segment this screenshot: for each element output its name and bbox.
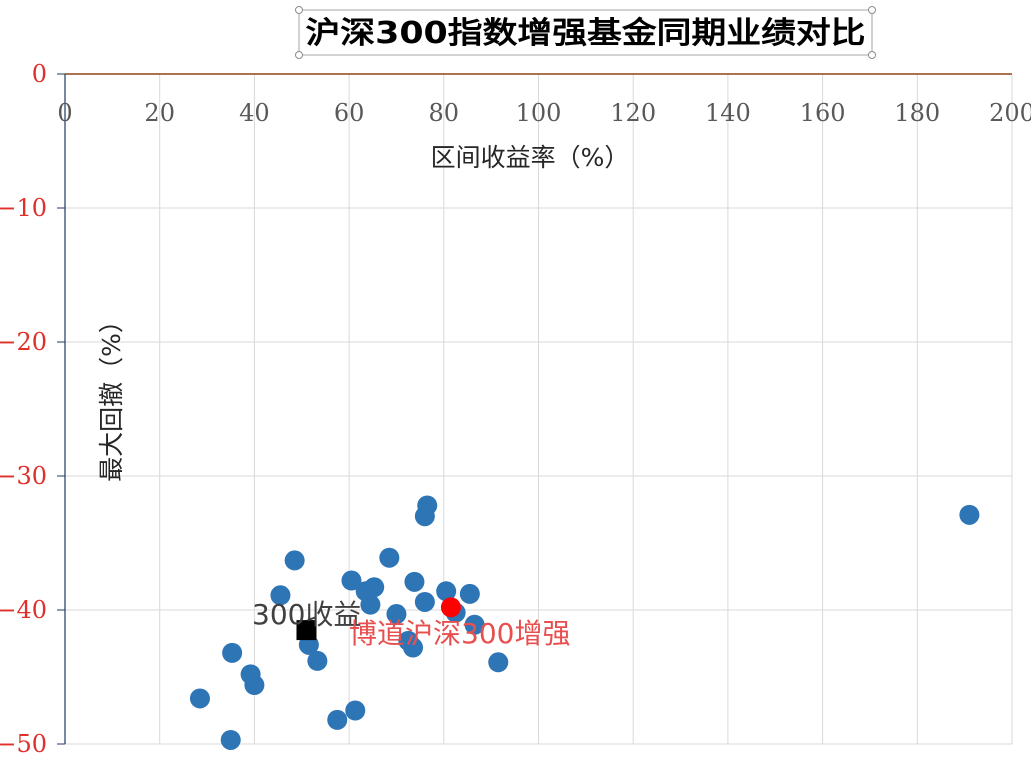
- benchmark-point: [296, 620, 317, 641]
- x-tick-label: 0: [57, 99, 72, 127]
- fund-point: [417, 495, 438, 516]
- fund-point: [459, 583, 480, 604]
- highlight-point: [440, 597, 461, 618]
- y-tick-label: −20: [0, 328, 47, 356]
- axes: [57, 73, 1012, 745]
- resize-handle-bottom-left[interactable]: [295, 51, 303, 59]
- fund-point: [959, 504, 980, 525]
- fund-point: [488, 652, 509, 673]
- y-tick-labels: 0 −10 −20 −30 −40 −50: [0, 60, 47, 758]
- y-tick-label: −30: [0, 462, 47, 490]
- fund-point: [345, 700, 366, 721]
- x-tick-label: 60: [334, 99, 365, 127]
- fund-point: [364, 577, 385, 598]
- fund-point: [189, 688, 210, 709]
- x-axis-title: 区间收益率（%）: [431, 143, 630, 172]
- data-points: [189, 495, 980, 750]
- x-tick-labels: 0 20 40 60 80 100 120 140 160 180 200: [57, 99, 1031, 127]
- resize-handle-bottom-right[interactable]: [868, 51, 876, 59]
- x-tick-label: 80: [429, 99, 460, 127]
- fund-point: [244, 675, 265, 696]
- x-tick-label: 20: [144, 99, 175, 127]
- annotation-highlight: 博道沪深300增强: [349, 617, 570, 650]
- fund-point: [414, 591, 435, 612]
- chart-title-box[interactable]: 沪深300指数增强基金同期业绩对比: [295, 6, 876, 59]
- fund-point: [436, 581, 457, 602]
- resize-handle-top-left[interactable]: [295, 6, 303, 14]
- x-tick-label: 100: [516, 99, 562, 127]
- x-tick-label: 200: [989, 99, 1031, 127]
- x-tick-label: 120: [610, 99, 656, 127]
- title-frame: [298, 9, 873, 56]
- y-tick-label: −50: [0, 730, 47, 758]
- fund-point: [284, 550, 305, 571]
- y-tick-label: −10: [0, 194, 47, 222]
- fund-point: [307, 650, 328, 671]
- fund-point: [404, 571, 425, 592]
- fund-point: [386, 604, 407, 625]
- y-tick-label: −40: [0, 596, 47, 624]
- fund-point: [360, 594, 381, 615]
- fund-point: [327, 709, 348, 730]
- y-tick-label: 0: [32, 60, 47, 88]
- gridlines: [65, 74, 1013, 745]
- x-tick-label: 160: [800, 99, 846, 127]
- fund-point: [379, 547, 400, 568]
- x-tick-label: 40: [239, 99, 270, 127]
- x-tick-label: 180: [894, 99, 940, 127]
- x-tick-label: 140: [705, 99, 751, 127]
- fund-point: [464, 614, 485, 635]
- fund-point: [270, 585, 291, 606]
- fund-point: [220, 729, 241, 750]
- annotation-benchmark: 300收益: [252, 598, 361, 631]
- y-axis-title: 最大回撤（%）: [97, 308, 126, 482]
- fund-point: [341, 570, 362, 591]
- fund-point: [222, 642, 243, 663]
- fund-point: [403, 637, 424, 658]
- chart-title: 沪深300指数增强基金同期业绩对比: [306, 16, 866, 51]
- resize-handle-top-right[interactable]: [868, 6, 876, 14]
